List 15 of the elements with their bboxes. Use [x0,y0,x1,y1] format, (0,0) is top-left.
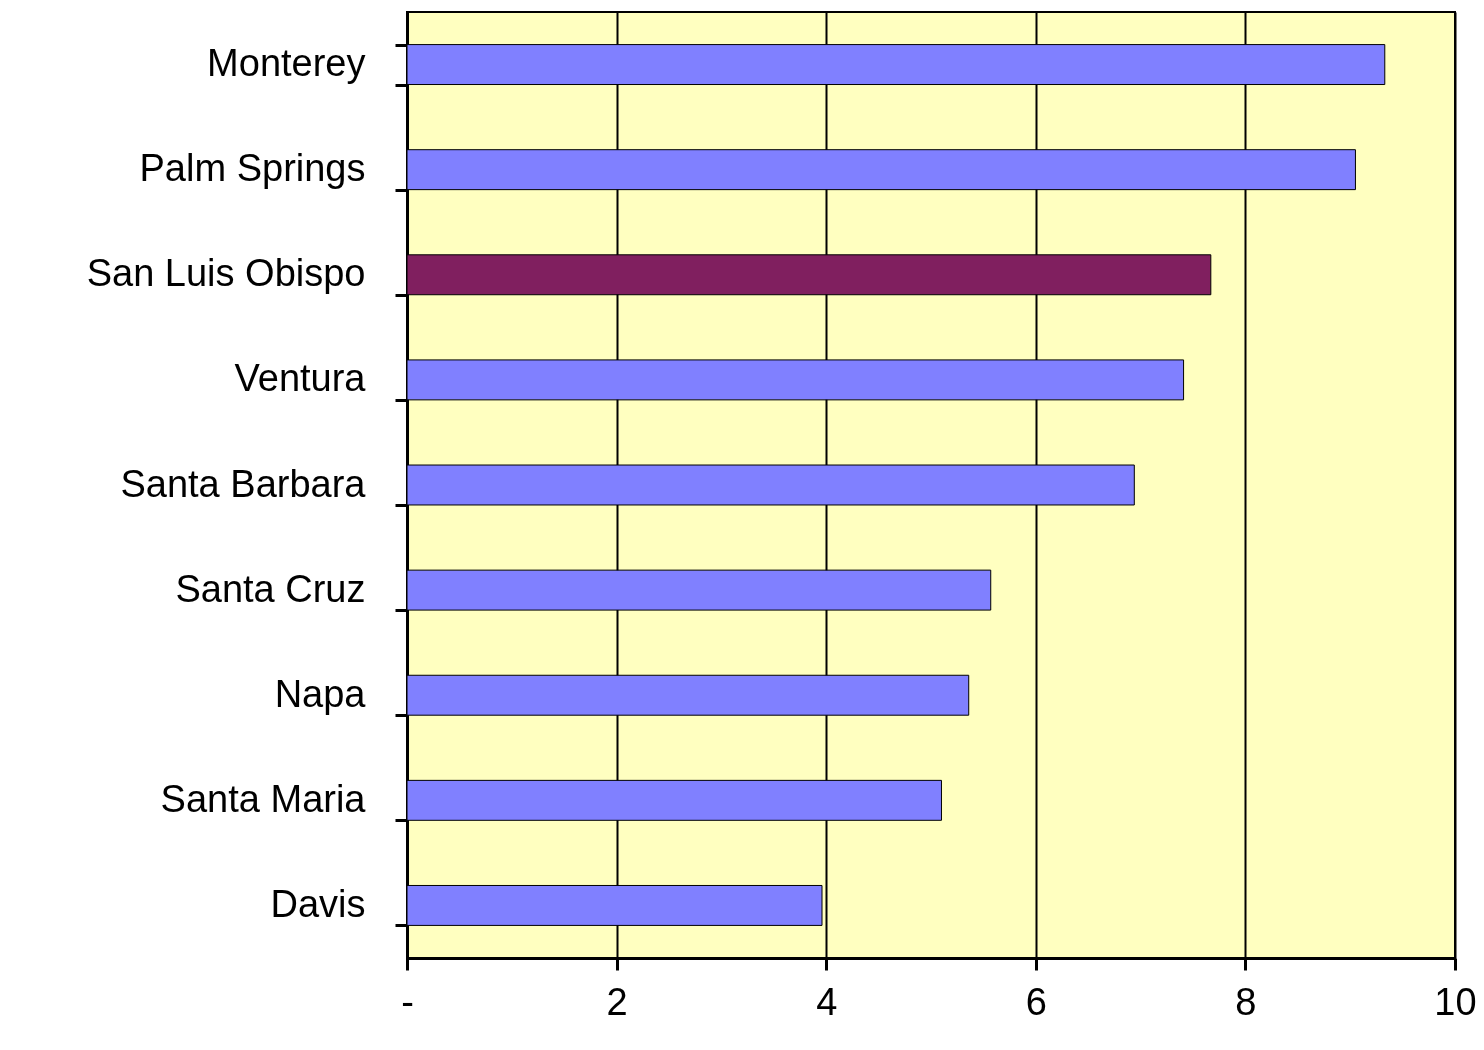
y-tick-label: Napa [274,672,367,715]
x-tick-label: 6 [1025,980,1047,1023]
x-tick-label: 2 [606,980,628,1023]
y-tick-label: Monterey [207,42,366,85]
y-tick-label: Davis [270,882,366,925]
y-tick-label: Palm Springs [139,147,366,190]
y-tick-label: Santa Maria [160,777,367,820]
x-tick-label: 8 [1235,980,1257,1023]
x-tick-label: 10 [1434,980,1477,1023]
y-tick-label: Ventura [234,357,367,400]
y-tick-label: Santa Barbara [120,462,367,505]
x-tick-label: 4 [816,980,838,1023]
y-tick-label: San Luis Obispo [86,252,366,295]
x-tick-label: - [401,980,414,1023]
y-tick-label: Santa Cruz [175,567,366,610]
